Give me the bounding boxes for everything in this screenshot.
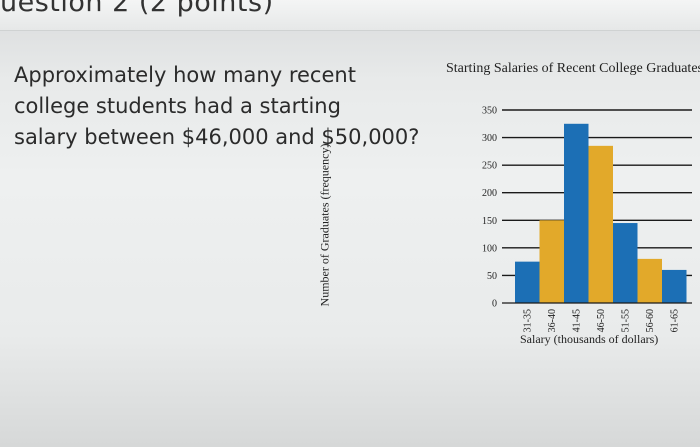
chart-plot: 0 50 100 150 200 250 300 350 31-35 36-40 41-45 46-5… — [482, 106, 692, 332]
header-bar: uestion 2 (2 points) — [0, 0, 700, 31]
y-tick-label-150: 150 — [482, 216, 497, 227]
y-tick-label-350: 350 — [482, 106, 497, 117]
question-line-3: salary between $46,000 and $50,000? — [14, 125, 420, 149]
question-header: uestion 2 (2 points) — [0, 0, 274, 18]
y-tick-label-50: 50 — [487, 271, 497, 282]
question-line-1: Approximately how many recent — [14, 63, 356, 87]
bar-56-60 — [637, 258, 662, 303]
x-tick-label-61-65: 61-65 — [669, 309, 680, 332]
question-line-2: college students had a starting — [14, 94, 341, 118]
x-axis-label: Salary (thousands of dollars) — [520, 332, 659, 346]
x-tick-label-56-60: 56-60 — [645, 309, 656, 332]
question-text: Approximately how many recent college st… — [14, 60, 420, 153]
x-tick-label-31-35: 31-35 — [522, 309, 533, 332]
histogram-chart: Starting Salaries of Recent College Grad… — [318, 55, 700, 355]
y-tick-label-100: 100 — [482, 243, 497, 254]
bar-41-45 — [564, 123, 589, 304]
bar-46-50 — [588, 145, 613, 303]
bar-61-65 — [662, 269, 687, 303]
bar-31-35 — [515, 261, 540, 303]
y-axis-label: Number of Graduates (frequency) — [317, 143, 332, 307]
y-tick-label-300: 300 — [482, 133, 497, 144]
x-tick-label-36-40: 36-40 — [547, 309, 558, 332]
bar-51-55 — [613, 223, 638, 303]
x-tick-label-46-50: 46-50 — [596, 309, 607, 332]
chart-title: Starting Salaries of Recent College Grad… — [446, 61, 700, 76]
bar-36-40 — [539, 220, 564, 303]
y-tick-label-200: 200 — [482, 188, 497, 199]
y-tick-label-0: 0 — [492, 299, 497, 310]
x-tick-label-51-55: 51-55 — [620, 309, 631, 332]
y-tick-label-250: 250 — [482, 161, 497, 172]
x-tick-label-41-45: 41-45 — [571, 309, 582, 332]
